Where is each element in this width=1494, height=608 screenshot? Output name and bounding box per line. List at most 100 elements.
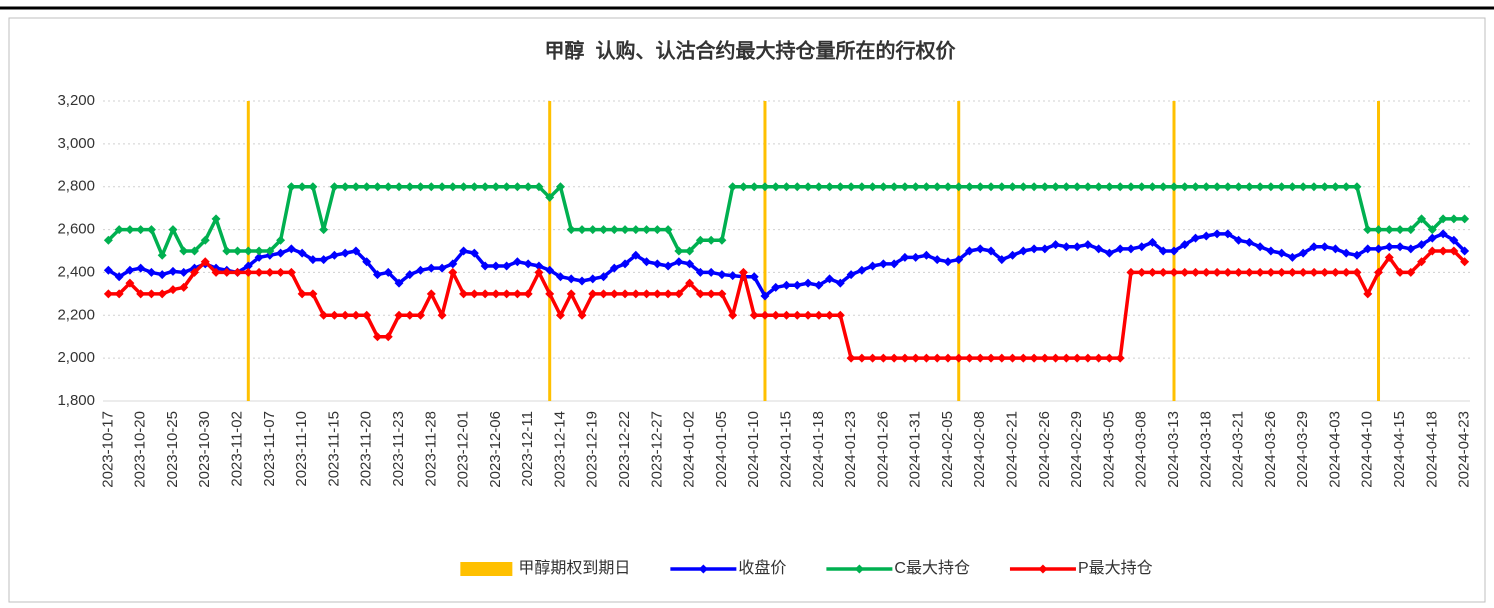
series-marker [276,235,286,245]
series-marker [211,267,221,277]
series-marker [179,246,189,256]
series-marker [1287,252,1297,262]
legend-marker [698,564,708,574]
series-marker [685,259,695,269]
series-marker [523,259,533,269]
series-marker [1352,182,1362,192]
legend-item: 收盘价 [670,558,786,577]
series-marker [878,259,888,269]
series-marker [1363,225,1373,235]
series-marker [1158,267,1168,277]
series-marker [986,246,996,256]
series-marker [1191,267,1201,277]
x-tick-label: 2023-11-15 [325,411,342,487]
series-marker [448,259,458,269]
series-marker [1244,182,1254,192]
series-marker [1158,182,1168,192]
series-marker [1298,267,1308,277]
series-marker [975,244,985,254]
series-marker [964,182,974,192]
series-marker [1287,182,1297,192]
series-marker [168,266,178,276]
series-marker [1417,257,1427,267]
series-marker [297,182,307,192]
series-marker [1169,246,1179,256]
series-marker [491,261,501,271]
series-marker [1158,246,1168,256]
series-marker [394,278,404,288]
series-marker [975,353,985,363]
series-marker [1427,225,1437,235]
series-marker [738,267,748,277]
series-marker [1438,246,1448,256]
series-marker [900,353,910,363]
series-marker [685,278,695,288]
series-marker [1341,267,1351,277]
series-marker [1008,182,1018,192]
series-marker [146,225,156,235]
series-marker [792,310,802,320]
series-marker [146,267,156,277]
series-marker [1083,182,1093,192]
series-marker [1417,240,1427,250]
series-marker [1169,267,1179,277]
series-marker [125,265,135,275]
series-marker [437,310,447,320]
series-marker [835,278,845,288]
x-tick-label: 2023-12-01 [455,411,472,488]
series-marker [749,182,759,192]
series-marker [1212,267,1222,277]
series-marker [1223,267,1233,277]
series-marker [889,259,899,269]
series-marker [943,182,953,192]
x-tick-label: 2023-12-19 [584,411,601,488]
x-tick-label: 2023-10-30 [196,411,213,488]
y-tick-label: 2,000 [57,349,95,366]
x-tick-label: 2023-10-20 [132,411,149,488]
series-marker [663,289,673,299]
series-marker [825,182,835,192]
series-marker [319,225,329,235]
series-marker [502,289,512,299]
series-marker [1147,237,1157,247]
series-marker [631,289,641,299]
series-marker [512,257,522,267]
series-marker [502,261,512,271]
series-marker [1277,182,1287,192]
series-marker [426,263,436,273]
x-tick-label: 2024-04-10 [1359,411,1376,488]
series-marker [1298,248,1308,258]
series-marker [1460,214,1470,224]
series-marker [222,267,232,277]
series-marker [803,310,813,320]
series-marker [911,353,921,363]
x-tick-label: 2023-12-22 [616,411,633,488]
series-marker [706,289,716,299]
series-marker [835,310,845,320]
series-marker [146,289,156,299]
x-tick-label: 2024-04-18 [1423,411,1440,488]
x-tick-label: 2024-04-23 [1456,411,1473,488]
series-marker [620,225,630,235]
series-marker [706,235,716,245]
series-marker [1201,231,1211,241]
series-marker [566,274,576,284]
series-marker [825,274,835,284]
legend-label: P最大持仓 [1078,559,1153,577]
series-marker [114,225,124,235]
series-marker [200,257,210,267]
series-marker [168,285,178,295]
series-marker [491,182,501,192]
series-marker [857,182,867,192]
series-marker [1137,267,1147,277]
series-marker [136,289,146,299]
y-tick-label: 2,600 [57,221,95,238]
legend-label: C最大持仓 [894,559,970,577]
series-marker [1244,237,1254,247]
series-marker [1008,250,1018,260]
series-marker [900,252,910,262]
series-marker [577,310,587,320]
series-marker [1374,267,1384,277]
series-marker [555,310,565,320]
series-marker [1460,246,1470,256]
